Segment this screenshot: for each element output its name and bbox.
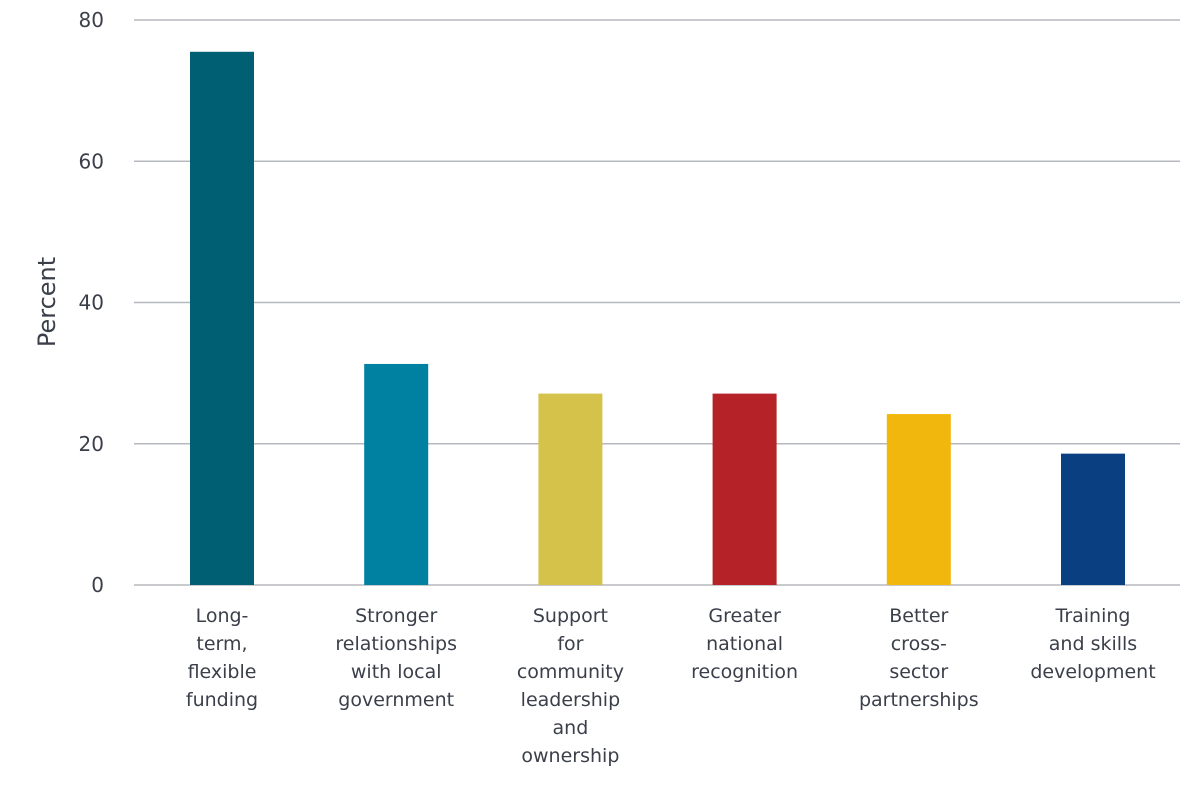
y-tick-labels: 0 20 40 60 80	[79, 8, 104, 597]
x-category-label-4: Greater national recognition	[691, 605, 798, 683]
bar-1	[190, 51, 254, 585]
x-category-label-1: Long-term, flexible funding	[186, 605, 258, 711]
y-tick-label-60: 60	[79, 149, 104, 173]
bar-4	[712, 393, 777, 585]
x-category-label-6: Training and skills development	[1030, 605, 1155, 683]
y-tick-label-80: 80	[79, 8, 104, 32]
bars	[190, 51, 1125, 585]
y-tick-label-40: 40	[79, 291, 104, 315]
x-category-label-2: Stronger relationships with local governmen…	[335, 605, 457, 711]
y-axis-title: Percent	[33, 257, 61, 347]
gridlines	[134, 19, 1180, 586]
x-category-labels: Long-term, flexible funding Stronger relatio…	[186, 605, 1156, 767]
bar-5	[886, 414, 951, 585]
x-category-label-3: Support for community leadership and ownershi…	[517, 605, 624, 767]
bar-2	[364, 363, 429, 585]
bar-3	[538, 393, 603, 585]
x-category-label-5: Better cross-sector partnerships	[859, 605, 979, 711]
y-tick-label-20: 20	[79, 432, 104, 456]
y-tick-label-0: 0	[91, 573, 104, 597]
bar-6	[1061, 453, 1125, 585]
